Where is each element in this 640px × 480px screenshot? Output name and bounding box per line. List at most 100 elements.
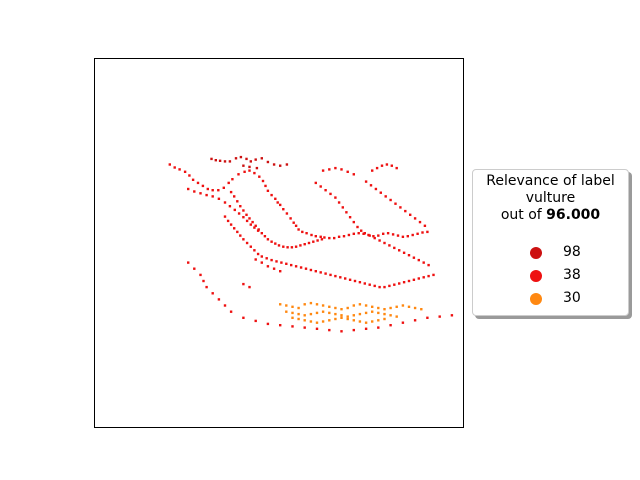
relevance-point [420, 308, 423, 311]
relevance-point [334, 317, 337, 321]
relevance-point [285, 262, 288, 265]
relevance-point [342, 235, 346, 238]
relevance-point [231, 178, 234, 181]
relevance-point [371, 310, 374, 313]
relevance-point [270, 258, 273, 262]
legend-title-prefix: out of [500, 207, 547, 223]
relevance-point [279, 164, 282, 167]
relevance-point [427, 263, 430, 267]
relevance-point [364, 311, 368, 315]
relevance-point [316, 239, 319, 242]
relevance-point [352, 328, 355, 332]
relevance-point [229, 223, 233, 226]
relevance-point [173, 166, 176, 169]
relevance-point [371, 169, 374, 172]
relevance-point [390, 164, 393, 167]
relevance-point [393, 246, 396, 250]
relevance-point [254, 258, 257, 261]
relevance-point [427, 274, 430, 278]
relevance-point [274, 242, 277, 245]
relevance-point [377, 311, 380, 315]
relevance-point [358, 312, 362, 316]
relevance-point [222, 186, 225, 189]
relevance-point [315, 321, 319, 324]
relevance-point [382, 232, 385, 235]
relevance-point [242, 216, 245, 219]
relevance-point [270, 240, 273, 243]
relevance-point [261, 179, 265, 183]
relevance-point [346, 306, 349, 310]
relevance-point [303, 303, 306, 306]
relevance-point [337, 235, 341, 238]
relevance-point [260, 232, 263, 235]
relevance-point [413, 217, 417, 220]
relevance-point [305, 232, 308, 235]
relevance-point [328, 305, 331, 308]
relevance-point [205, 193, 208, 197]
relevance-point [347, 233, 351, 237]
relevance-point [312, 240, 315, 243]
relevance-point [227, 181, 230, 185]
relevance-point [291, 316, 294, 319]
relevance-point [356, 225, 359, 229]
relevance-point [187, 261, 190, 264]
relevance-point [402, 281, 406, 284]
relevance-point [389, 198, 392, 202]
relevance-point [389, 314, 392, 317]
relevance-point [378, 285, 381, 289]
relevance-point [260, 261, 263, 264]
relevance-point [320, 238, 324, 241]
relevance-point [233, 208, 236, 212]
relevance-point [321, 169, 325, 172]
relevance-point [328, 168, 331, 171]
relevance-point [248, 217, 251, 220]
relevance-point [303, 243, 306, 246]
relevance-point [374, 187, 378, 191]
relevance-point [303, 326, 306, 329]
relevance-point [199, 273, 202, 277]
relevance-point [304, 267, 308, 270]
relevance-point [183, 170, 187, 173]
relevance-point [328, 328, 331, 332]
legend-entry: 38 [473, 265, 628, 288]
relevance-point [223, 201, 227, 204]
relevance-point [245, 213, 248, 216]
relevance-point [307, 241, 311, 245]
relevance-point [402, 251, 406, 254]
relevance-point [242, 316, 245, 319]
relevance-point [310, 233, 313, 237]
legend-title-line3: out of 96.000 [473, 207, 628, 224]
relevance-point [272, 163, 276, 166]
relevance-point [218, 159, 222, 162]
relevance-point [346, 170, 349, 173]
relevance-point [329, 273, 332, 277]
relevance-point [363, 232, 366, 235]
relevance-point [254, 319, 257, 323]
relevance-point [223, 304, 227, 307]
legend-entries: 98 38 30 [473, 242, 628, 311]
relevance-point [407, 305, 411, 308]
relevance-point [373, 236, 376, 240]
relevance-point [245, 219, 249, 223]
relevance-point [334, 306, 337, 310]
relevance-point [421, 231, 424, 234]
relevance-point [358, 303, 362, 306]
relevance-point [395, 166, 398, 170]
relevance-point [321, 310, 325, 313]
relevance-point [321, 304, 325, 307]
relevance-point [291, 305, 294, 308]
relevance-point [328, 236, 331, 240]
relevance-point [276, 201, 279, 204]
relevance-point [266, 189, 270, 192]
relevance-point [239, 205, 242, 208]
relevance-point [401, 321, 405, 324]
relevance-point [223, 215, 227, 218]
relevance-point [303, 319, 306, 322]
relevance-point [383, 285, 386, 289]
relevance-point [379, 191, 382, 194]
relevance-point [270, 193, 273, 197]
relevance-point [251, 220, 254, 224]
relevance-point [279, 203, 282, 207]
relevance-point [191, 178, 195, 181]
relevance-point [314, 181, 317, 185]
